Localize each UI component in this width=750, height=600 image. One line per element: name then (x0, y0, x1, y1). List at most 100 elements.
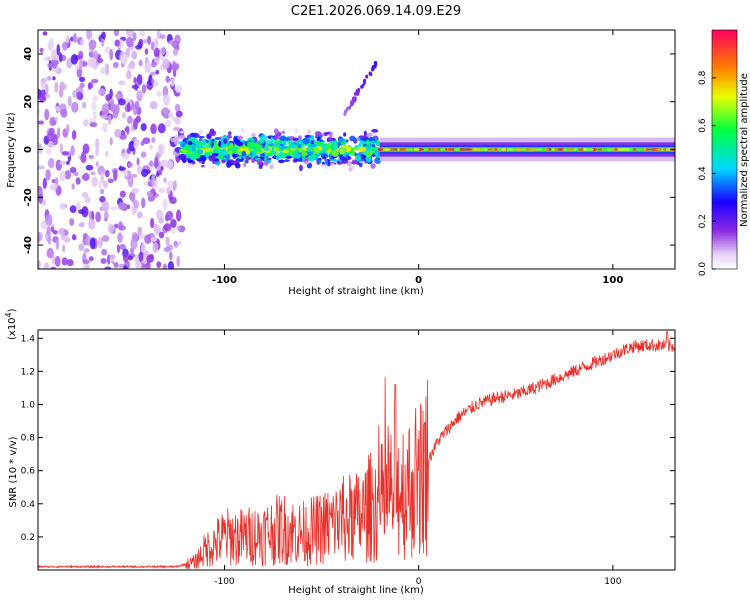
tone-peak (554, 148, 558, 151)
noise-blob (103, 210, 109, 220)
noise-blob (151, 174, 156, 187)
noise-blob (173, 135, 180, 146)
noise-blob (107, 178, 114, 184)
signal-blob (274, 135, 279, 140)
noise-blob (131, 173, 138, 178)
noise-blob (100, 66, 107, 75)
signal-blob (281, 130, 286, 134)
noise-blob (109, 254, 116, 259)
signal-blob (240, 128, 245, 133)
signal-blob (366, 132, 373, 138)
signal-blob (339, 157, 347, 161)
noise-blob (107, 115, 112, 125)
noise-blob (80, 153, 87, 164)
signal-blob (359, 141, 367, 145)
tone-peak (601, 148, 608, 151)
signal-blob (365, 156, 372, 163)
noise-blob (101, 235, 110, 242)
noise-blob (116, 243, 121, 254)
noise-blob (149, 71, 156, 76)
signal-blob (358, 142, 362, 148)
signal-blob (338, 138, 346, 143)
tone-peak (563, 148, 567, 151)
noise-blob (91, 176, 99, 188)
signal-blob (348, 167, 353, 172)
noise-blob (169, 251, 173, 261)
noise-blob (170, 228, 176, 234)
noise-blob (119, 243, 126, 250)
noise-blob (88, 39, 97, 50)
noise-blob (172, 47, 179, 56)
noise-blob (54, 81, 59, 93)
noise-blob (114, 93, 122, 99)
signal-blob (198, 129, 204, 135)
signal-blob (228, 131, 232, 136)
noise-blob (150, 217, 155, 229)
noise-blob (113, 30, 120, 37)
noise-blob (156, 261, 162, 268)
noise-blob (82, 143, 90, 155)
signal-blob (269, 164, 274, 170)
spectrogram-axes: -100 0 100 -40 -20 0 20 40 (23, 30, 675, 286)
colorbar-tick-label: 0.0 (698, 262, 708, 277)
signal-blob (327, 160, 331, 167)
noise-blob (133, 200, 140, 209)
noise-blob (174, 118, 181, 125)
noise-blob (160, 159, 167, 168)
signal-blob (186, 154, 193, 159)
y-tick-label: 0.8 (21, 434, 36, 444)
signal-blob (359, 160, 366, 164)
noise-blob (158, 217, 164, 224)
signal-blob (369, 140, 376, 145)
x-tick-label: 100 (602, 275, 623, 286)
noise-blob (125, 125, 130, 135)
tone-peak (506, 148, 514, 151)
signal-blob (251, 157, 256, 164)
snr-content (38, 331, 675, 570)
signal-blob (273, 128, 279, 135)
signal-blob (329, 132, 333, 139)
signal-blob (351, 159, 359, 165)
signal-blob (178, 153, 187, 161)
signal-blob (301, 137, 310, 145)
noise-blob (109, 48, 114, 61)
noise-blob (59, 81, 65, 91)
noise-blob (59, 160, 68, 166)
noise-blob (104, 46, 111, 54)
noise-blob (173, 240, 178, 247)
noise-blob (141, 84, 147, 94)
noise-blob (104, 266, 112, 269)
signal-blob (201, 155, 207, 162)
noise-blob (144, 48, 149, 55)
signal-blob (313, 146, 320, 152)
noise-blob (65, 35, 70, 44)
tone-peak (614, 148, 618, 151)
noise-blob (147, 35, 152, 45)
noise-blob (126, 102, 131, 113)
noise-blob (127, 162, 133, 168)
signal-blob (331, 150, 339, 157)
noise-blob (150, 41, 155, 51)
signal-blob (198, 138, 203, 142)
noise-blob (145, 260, 151, 269)
noise-blob (121, 112, 126, 119)
signal-blob (237, 135, 244, 140)
noise-blob (100, 188, 105, 195)
noise-blob (118, 166, 126, 171)
noise-blob (166, 186, 171, 195)
noise-blob (172, 61, 177, 72)
noise-blob (151, 78, 155, 84)
colorbar-tick-label: 0.6 (698, 118, 708, 133)
signal-blob (374, 157, 382, 165)
snr-scale-prefix: (x10 (7, 317, 18, 340)
noise-blob (101, 248, 108, 256)
noise-blob (153, 38, 159, 49)
noise-blob (61, 257, 68, 266)
noise-blob (81, 191, 89, 198)
noise-blob (38, 120, 45, 125)
signal-blob (296, 151, 301, 155)
noise-blob (75, 201, 81, 212)
signal-blob (202, 139, 206, 146)
noise-blob (43, 262, 50, 269)
noise-blob (126, 30, 134, 37)
